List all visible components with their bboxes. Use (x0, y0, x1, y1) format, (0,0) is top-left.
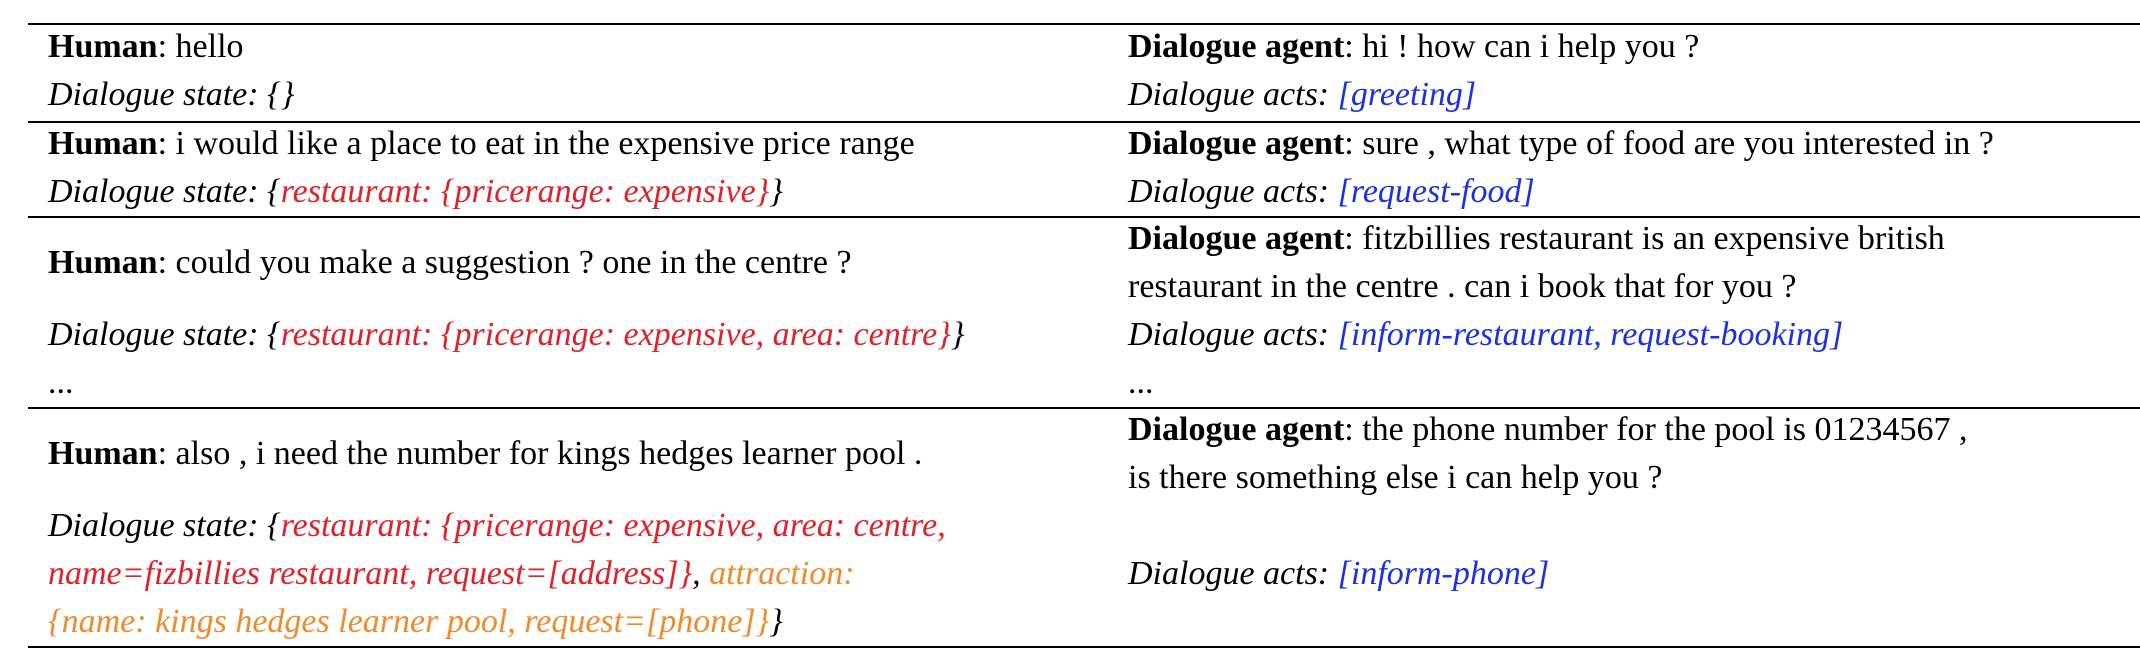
ellipsis: ... (48, 364, 74, 401)
table-bottom-rule (28, 646, 2140, 648)
agent-utterance: Dialogue agent: the phone number for the… (1128, 411, 1968, 448)
turn-4-human-cell: Human: also , i need the number for king… (48, 430, 922, 478)
agent-utterance: Dialogue agent: sure , what type of food… (1128, 125, 1994, 162)
dialogue-acts: Dialogue acts: [request-food] (1128, 173, 1535, 210)
dialogue-state: Dialogue state: {restaurant: {pricerange… (48, 173, 783, 210)
turn-3-agent-cell: Dialogue agent: fitzbillies restaurant i… (1128, 215, 1945, 407)
agent-utterance: Dialogue agent: hi ! how can i help you … (1128, 28, 1700, 65)
agent-utterance-continued: is there something else i can help you ? (1128, 459, 1663, 496)
ellipsis: ... (1128, 364, 1154, 401)
turn-4-agent-cell: Dialogue agent: the phone number for the… (1128, 406, 1968, 502)
turn-1-agent-cell: Dialogue agent: hi ! how can i help you … (1128, 23, 1699, 119)
turn-3-human-cell: Human: could you make a suggestion ? one… (48, 239, 852, 287)
row-divider (28, 216, 2140, 218)
dialogue-state-continued: name=fizbillies restaurant, request=[add… (48, 555, 855, 592)
agent-utterance: Dialogue agent: fitzbillies restaurant i… (1128, 220, 1945, 257)
dialogue-acts: Dialogue acts: [inform-phone] (1128, 555, 1550, 592)
turn-4-state-cell: Dialogue state: {restaurant: {pricerange… (48, 502, 946, 646)
dialogue-acts: Dialogue acts: [inform-restaurant, reque… (1128, 316, 1844, 353)
turn-4-acts-cell: Dialogue acts: [inform-phone] (1128, 550, 1549, 598)
dialogue-state: Dialogue state: {restaurant: {pricerange… (48, 507, 946, 544)
turn-3-state-cell: Dialogue state: {restaurant: {pricerange… (48, 311, 964, 407)
turn-2-agent-cell: Dialogue agent: sure , what type of food… (1128, 120, 1994, 216)
row-divider (28, 407, 2140, 409)
table-top-rule (28, 23, 2140, 25)
agent-utterance-continued: restaurant in the centre . can i book th… (1128, 268, 1797, 305)
dialogue-state: Dialogue state: {restaurant: {pricerange… (48, 316, 965, 353)
human-utterance: Human: i would like a place to eat in th… (48, 125, 915, 162)
dialogue-state: Dialogue state: {} (48, 76, 295, 113)
dialogue-state-continued: {name: kings hedges learner pool, reques… (48, 603, 783, 640)
dialogue-acts: Dialogue acts: [greeting] (1128, 76, 1477, 113)
row-divider (28, 121, 2140, 123)
turn-2-human-cell: Human: i would like a place to eat in th… (48, 120, 915, 216)
human-utterance: Human: also , i need the number for king… (48, 435, 923, 472)
human-utterance: Human: could you make a suggestion ? one… (48, 244, 852, 281)
human-utterance: Human: hello (48, 28, 244, 65)
turn-1-human-cell: Human: hello Dialogue state: {} (48, 23, 294, 119)
